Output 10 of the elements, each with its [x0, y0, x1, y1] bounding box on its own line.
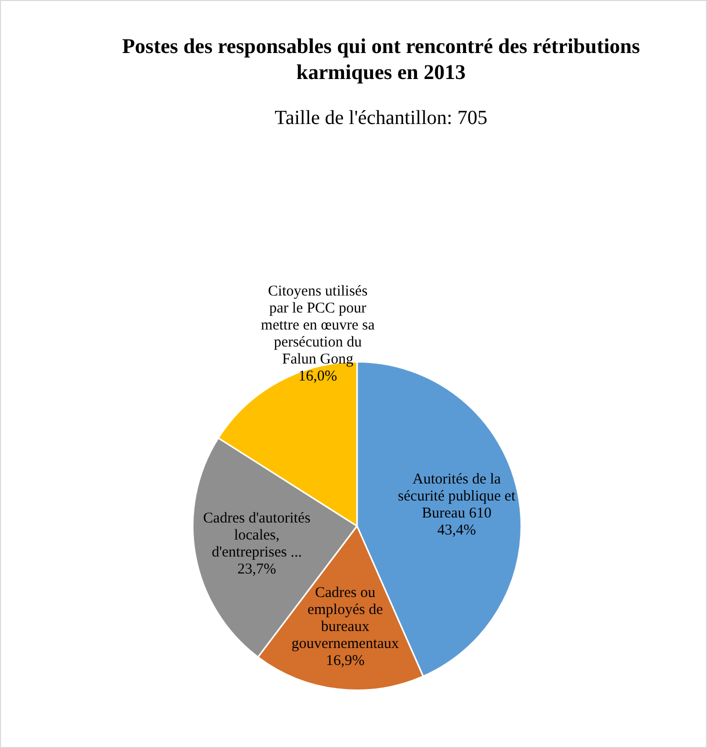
data-label: 16,0% [298, 368, 338, 384]
data-label: 43,4% [437, 522, 476, 538]
data-label: 23,7% [237, 562, 276, 578]
chart-title: Postes des responsables qui ont rencontré des rétributions karmiques en 2013 [121, 33, 641, 85]
slice-label: Citoyens utilisés par le PCC pour mettre en œuvre sa persécution du Falun Gong [260, 283, 375, 368]
slice-label: Autorités de la sécurité publique et Bureau 610 [398, 471, 516, 522]
slice-label: Cadres ou employés de bureaux gouvernementaux [291, 585, 400, 652]
slice-label: Cadres d'autorités locales, d'entreprises ... [203, 510, 311, 561]
data-label: 16,9% [326, 653, 365, 670]
chart-subtitle: Taille de l'échantillon: 705 [274, 107, 488, 130]
